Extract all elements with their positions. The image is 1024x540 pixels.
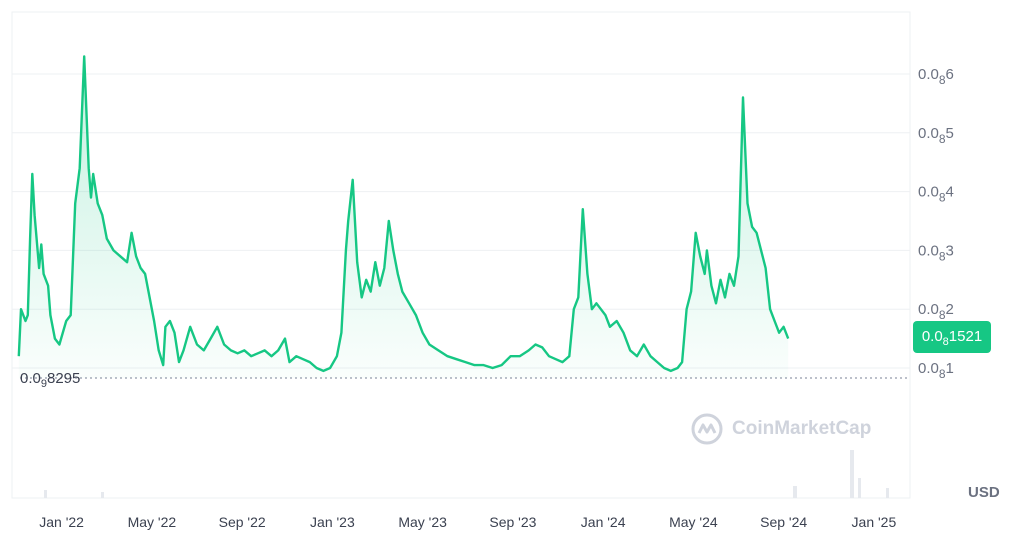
coinmarketcap-watermark: CoinMarketCap [690, 412, 871, 446]
x-tick-label: Sep '23 [489, 514, 536, 530]
y-tick-label: 0.083 [918, 242, 954, 263]
volume-bars [44, 450, 889, 498]
current-price-tag: 0.081521 [913, 321, 991, 353]
x-axis: Jan '22 May '22 Sep '22 Jan '23 May '23 Sep '… [39, 514, 896, 530]
y-tick-label: 0.086 [918, 66, 954, 87]
x-tick-label: Jan '23 [310, 514, 355, 530]
y-tick-label: 0.081 [918, 360, 954, 381]
y-tick-label: 0.084 [918, 184, 954, 205]
price-line [17, 55, 790, 373]
x-tick-label: May '23 [398, 514, 447, 530]
x-tick-label: Jan '22 [39, 514, 84, 530]
x-tick-label: Sep '24 [760, 514, 807, 530]
price-area [18, 56, 789, 379]
y-tick-label: 0.085 [918, 125, 954, 146]
x-tick-label: Jan '24 [581, 514, 626, 530]
plot-frame [11, 11, 911, 499]
watermark-text: CoinMarketCap [732, 418, 872, 439]
y-tick-label: 0.082 [918, 301, 954, 322]
x-tick-label: May '24 [669, 514, 718, 530]
x-tick-label: May '22 [128, 514, 177, 530]
x-tick-label: Sep '22 [219, 514, 266, 530]
y-axis: 0.081 0.082 0.083 0.084 0.085 0.086 [918, 66, 954, 381]
currency-label: USD [968, 484, 1000, 501]
coinmarketcap-logo-icon [691, 413, 723, 445]
min-price-label: 0.098295 [20, 370, 81, 390]
x-tick-label: Jan '25 [852, 514, 897, 530]
